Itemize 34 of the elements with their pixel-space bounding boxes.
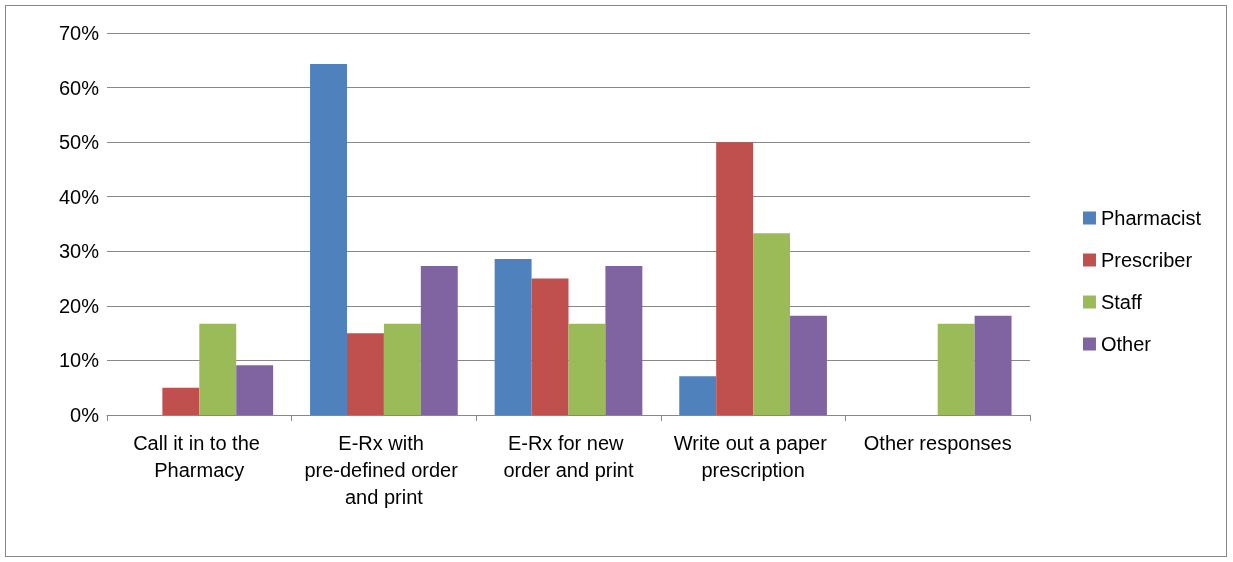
x-tick-label: E-Rx for new order and print bbox=[503, 431, 634, 481]
bar bbox=[531, 278, 569, 415]
bar bbox=[162, 387, 200, 415]
bar bbox=[679, 376, 717, 415]
bar bbox=[974, 315, 1012, 415]
bar bbox=[199, 323, 237, 415]
y-tick-label: 50% bbox=[58, 131, 100, 154]
legend-label: Other bbox=[1100, 333, 1152, 355]
y-tick-label: 60% bbox=[58, 76, 100, 99]
bar bbox=[716, 142, 754, 415]
legend-label: Pharmacist bbox=[1100, 207, 1202, 229]
bar bbox=[236, 365, 274, 415]
y-tick-label: 10% bbox=[58, 349, 100, 372]
bar bbox=[420, 266, 458, 415]
x-tick-label: Call it in to the Pharmacy bbox=[133, 431, 266, 481]
x-tick-label: E-Rx with pre-defined order and print bbox=[304, 431, 464, 508]
bar bbox=[605, 266, 643, 415]
bar bbox=[494, 258, 532, 415]
x-tick-label: Write out a paper prescription bbox=[673, 431, 833, 481]
y-tick-label: 40% bbox=[58, 185, 100, 208]
x-tick-label: Other responses bbox=[863, 431, 1012, 454]
legend-label: Staff bbox=[1100, 291, 1143, 313]
bar bbox=[383, 323, 421, 415]
bar bbox=[753, 233, 791, 415]
bar bbox=[568, 323, 606, 415]
legend-label: Prescriber bbox=[1100, 249, 1193, 271]
y-tick-label: 0% bbox=[70, 404, 100, 426]
bar bbox=[346, 333, 384, 415]
y-tick-label: 70% bbox=[58, 22, 100, 44]
y-tick-label: 20% bbox=[58, 294, 100, 317]
bar bbox=[790, 315, 827, 415]
y-tick-label: 30% bbox=[58, 240, 100, 263]
bar bbox=[937, 323, 975, 415]
bar bbox=[310, 64, 347, 415]
